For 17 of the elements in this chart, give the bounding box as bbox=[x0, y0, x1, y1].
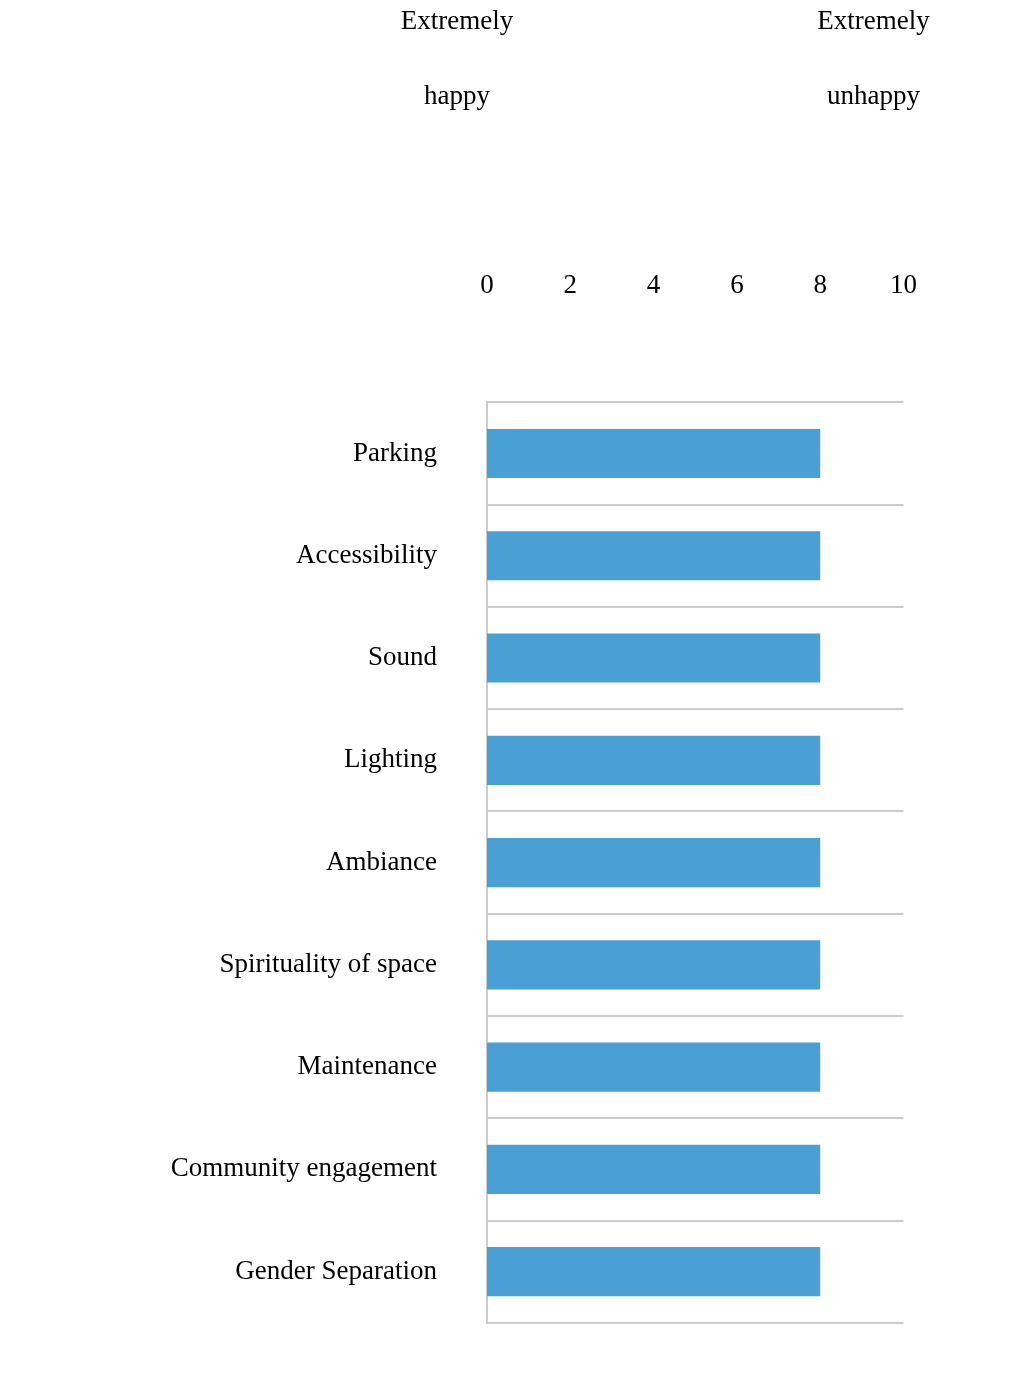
x-tick-label: 10 bbox=[890, 269, 917, 300]
y-tick-label: Ambiance bbox=[326, 845, 438, 876]
y-tick-label: Maintenance bbox=[297, 1050, 438, 1081]
y-tick-label: Lighting bbox=[344, 743, 437, 774]
x-tick-label: 0 bbox=[480, 269, 494, 300]
y-tick-label: Gender Separation bbox=[235, 1254, 438, 1285]
x-tick-label: 8 bbox=[813, 269, 827, 300]
y-tick-label: Parking bbox=[353, 436, 437, 467]
y-tick-label: Community engagement bbox=[170, 1152, 438, 1183]
x-tick-label: 4 bbox=[646, 269, 661, 300]
x-tick-label: 6 bbox=[730, 269, 744, 300]
text: Extremely happy bbox=[400, 5, 514, 111]
y-tick-label: Sound bbox=[367, 641, 438, 672]
y-tick-label: Spirituality of space bbox=[219, 947, 438, 978]
text: Extremely unhappy bbox=[817, 5, 930, 111]
x-tick-label: 2 bbox=[563, 269, 578, 300]
y-tick-label: Accessibility bbox=[296, 538, 438, 569]
